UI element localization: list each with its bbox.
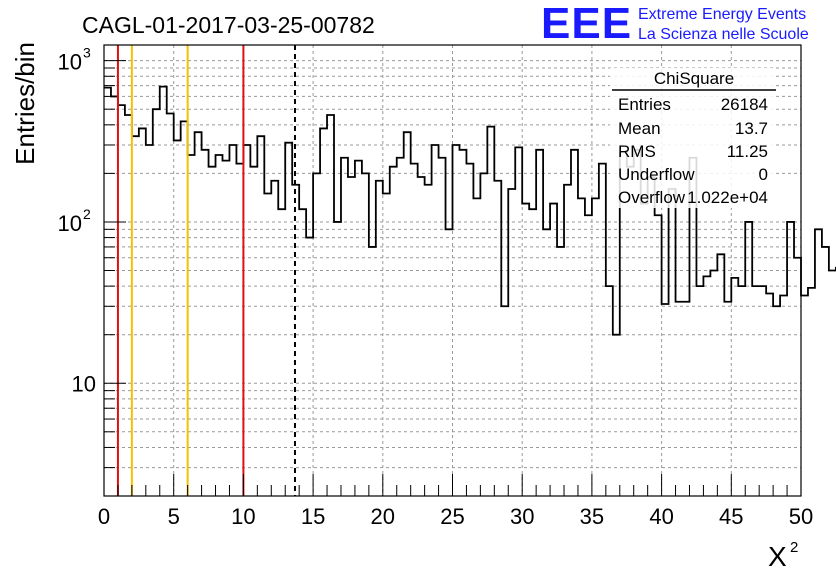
stats-entries-value: 26184 <box>721 95 768 114</box>
x-tick-label: 20 <box>371 504 395 529</box>
stats-overflow-label: Overflow <box>618 188 686 207</box>
stats-entries-label: Entries <box>618 95 671 114</box>
stats-mean-label: Mean <box>618 119 661 138</box>
eee-logo: EEE Extreme Energy Events La Scienza nel… <box>541 0 809 48</box>
stats-title: ChiSquare <box>654 69 734 88</box>
x-tick-label: 5 <box>168 504 180 529</box>
x-tick-label: 45 <box>719 504 743 529</box>
x-tick-label: 50 <box>789 504 813 529</box>
stats-box-background <box>610 68 776 208</box>
x-tick-label: 0 <box>98 504 110 529</box>
x-axis-label: X 2 <box>768 539 798 572</box>
logo-line-2: La Scienza nelle Scuole <box>638 26 809 43</box>
stats-underflow-label: Underflow <box>618 165 695 184</box>
x-tick-label: 10 <box>231 504 255 529</box>
histogram-outline <box>104 85 836 336</box>
y-tick-label-base: 10 <box>58 211 82 236</box>
marker-lines <box>116 45 296 496</box>
x-tick-label: 30 <box>510 504 534 529</box>
y-tick-label: 10 <box>72 371 96 396</box>
logo-line-1: Extreme Energy Events <box>638 6 806 23</box>
chart-title: CAGL-01-2017-03-25-00782 <box>82 12 375 38</box>
stats-rms-label: RMS <box>618 142 656 161</box>
logo-mark: EEE <box>541 0 632 48</box>
stats-box: ChiSquare Entries 26184 Mean 13.7 RMS 11… <box>610 68 776 208</box>
x-axis-label-exponent: 2 <box>790 539 798 556</box>
stats-mean-value: 13.7 <box>735 119 768 138</box>
y-tick-label-exponent: 3 <box>83 45 91 61</box>
x-tick-label: 35 <box>580 504 604 529</box>
y-tick-label-exponent: 2 <box>83 206 91 222</box>
stats-rms-value: 11.25 <box>727 142 768 161</box>
x-tick-label: 40 <box>649 504 673 529</box>
x-tick-label: 25 <box>440 504 464 529</box>
y-axis-label: Entries/bin <box>10 42 40 165</box>
x-tick-label: 15 <box>301 504 325 529</box>
y-tick-label-base: 10 <box>58 50 82 75</box>
stats-underflow-value: 0 <box>759 165 768 184</box>
stats-overflow-value: 1.022e+04 <box>687 188 768 207</box>
x-axis-label-base: X <box>768 541 787 572</box>
histogram <box>104 85 836 336</box>
